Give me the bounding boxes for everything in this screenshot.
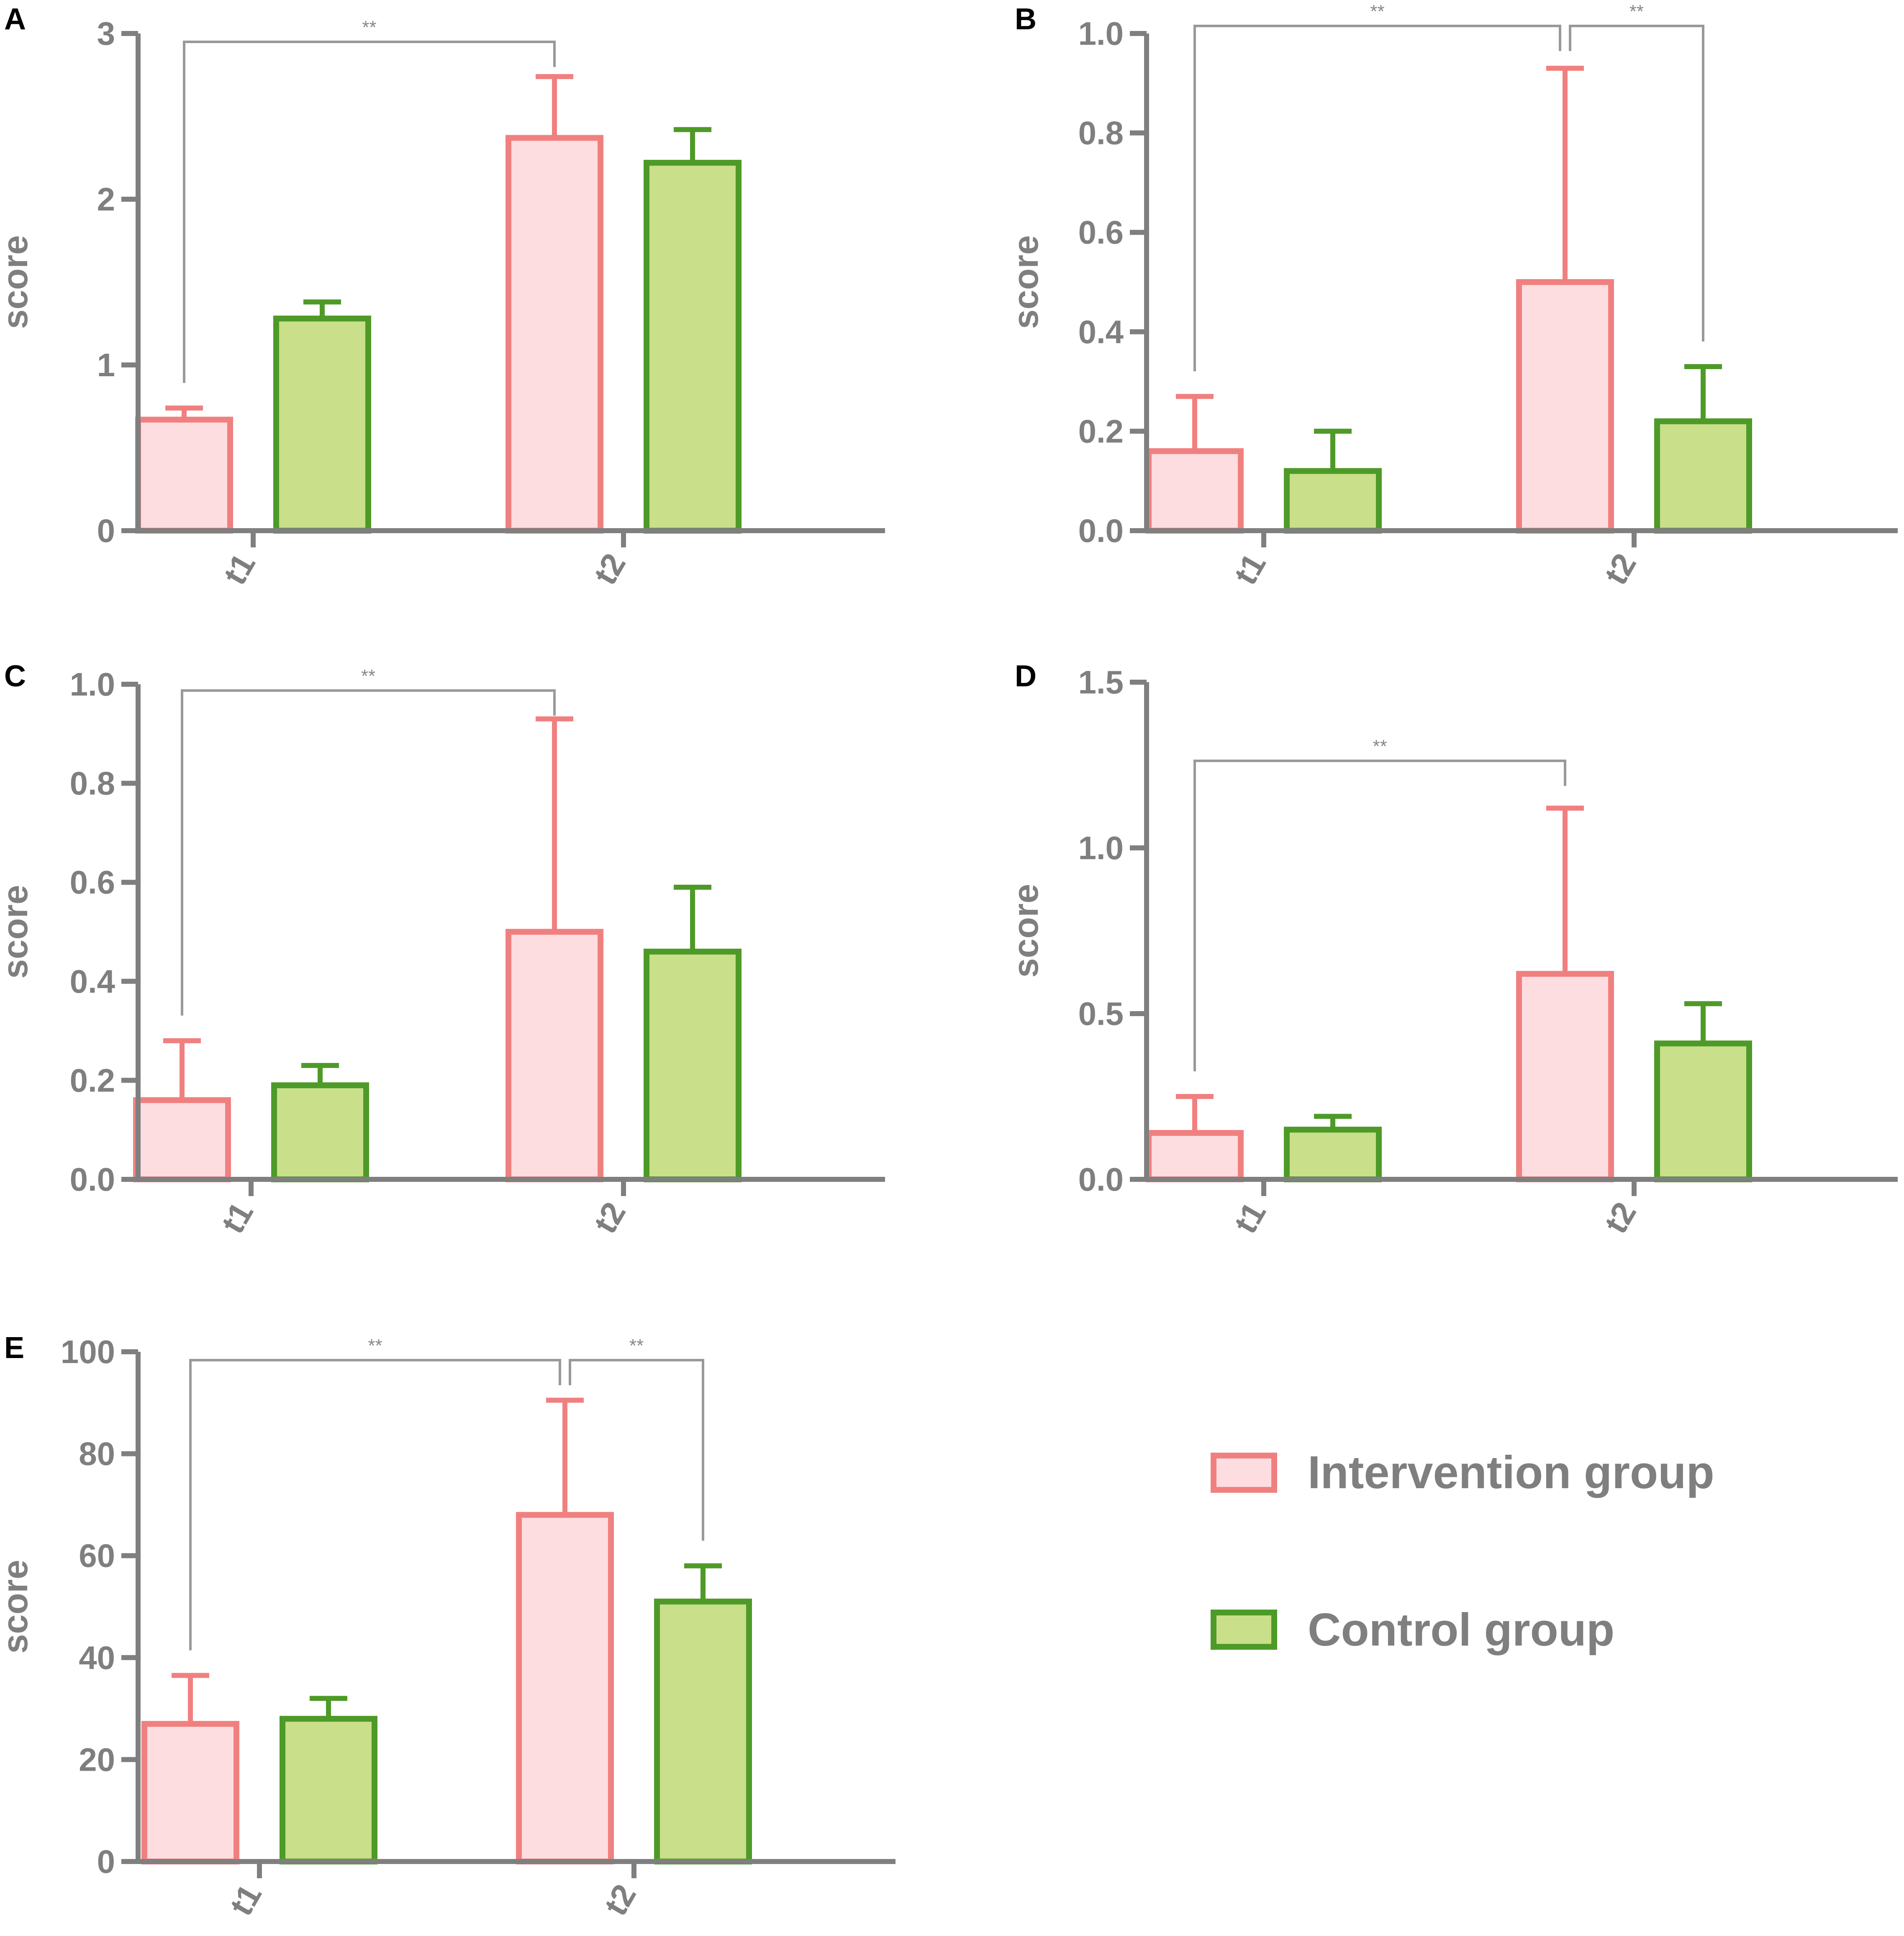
y-tick-label: 80 [79,1435,115,1472]
bar-t1-intervention [141,1721,239,1865]
y-tick-label: 100 [61,1333,115,1370]
x-tick-label: t2 [586,1196,633,1239]
y-tick-label: 40 [79,1639,115,1676]
y-tick-label: 0.8 [1078,115,1124,151]
significance-bracket [569,1359,704,1541]
y-tick-label: 0.8 [70,765,115,802]
legend-item-control: Control group [1211,1604,1614,1656]
y-axis-label: score [0,885,35,978]
x-tick-label: t2 [586,547,633,591]
x-tick-label: t1 [214,1196,260,1239]
y-tick-label: 0.2 [1078,413,1124,449]
x-tick-label: t2 [597,1878,643,1921]
y-axis-label: score [0,1560,35,1654]
legend-item-intervention: Intervention group [1211,1447,1714,1498]
y-tick-label: 0.0 [1078,1161,1124,1198]
legend-label-intervention: Intervention group [1308,1447,1714,1498]
significance-label: ** [1370,1,1384,22]
legend-label-control: Control group [1308,1604,1614,1656]
y-tick-label: 0.0 [70,1161,115,1198]
significance-bracket [181,689,556,1016]
y-axis-label: score [0,235,35,329]
y-tick-label: 3 [97,15,115,52]
bar-t1-control [271,1082,369,1182]
significance-bracket [183,41,556,383]
panel-letter: E [4,1331,24,1365]
y-tick-label: 20 [79,1741,115,1778]
legend: Intervention group Control group [1211,1447,1714,1656]
x-tick-label: t2 [1597,547,1643,591]
y-tick-label: 0.0 [1078,512,1124,549]
bar-t2-control [1654,418,1752,534]
bar-t2-intervention [1516,279,1614,534]
y-tick-label: 1.0 [1078,829,1124,866]
legend-swatch-intervention [1211,1453,1277,1493]
bar-t1-control [273,316,371,534]
significance-label: ** [368,1335,382,1356]
y-tick-label: 0.2 [70,1062,115,1099]
bar-t1-intervention [133,1097,231,1182]
y-tick-label: 1.0 [70,666,115,703]
y-tick-label: 2 [97,181,115,218]
significance-label: ** [1629,1,1644,22]
y-tick-label: 0.6 [1078,214,1124,251]
y-tick-label: 0.4 [1078,313,1124,350]
y-tick-label: 1.5 [1078,664,1124,701]
bar-t2-control [654,1598,752,1865]
x-tick-label: t1 [222,1878,269,1921]
x-tick-label: t2 [1597,1196,1643,1239]
significance-label: ** [362,17,376,38]
x-tick-label: t1 [1227,1196,1273,1239]
y-tick-label: 0.5 [1078,995,1124,1032]
significance-label: ** [629,1335,644,1356]
panel-letter: C [4,660,26,693]
significance-label: ** [1373,736,1387,757]
bar-t2-intervention [1516,971,1614,1182]
legend-swatch-control [1211,1610,1277,1650]
y-tick-label: 0.6 [70,864,115,901]
significance-bracket [189,1359,561,1651]
x-tick-label: t1 [1227,547,1273,591]
bar-t2-intervention [506,135,603,534]
bar-t1-control [280,1715,377,1864]
bar-t2-control [644,159,742,534]
y-tick-label: 1.0 [1078,15,1124,52]
panel-letter: A [4,3,26,36]
bar-t2-intervention [516,1512,614,1864]
significance-bracket [1193,25,1561,372]
y-tick-label: 60 [79,1537,115,1574]
x-tick-label: t1 [216,547,262,591]
panel-letter: D [1015,660,1037,693]
y-tick-label: 0 [97,512,115,549]
bar-t1-intervention [1146,448,1244,534]
bar-t1-control [1284,468,1382,534]
y-axis-label: score [1006,235,1045,329]
panel-letter: B [1015,3,1037,36]
y-tick-label: 0 [97,1843,115,1880]
bar-t2-control [644,948,742,1183]
y-tick-label: 1 [97,347,115,383]
y-tick-label: 0.4 [70,963,115,1000]
bar-t2-control [1654,1040,1752,1183]
bar-t1-control [1284,1127,1382,1182]
bar-t2-intervention [506,929,603,1182]
significance-bracket [1193,760,1566,1071]
bar-t1-intervention [1146,1130,1244,1183]
significance-bracket [1569,25,1704,341]
bar-t1-intervention [135,416,233,534]
y-axis-label: score [1006,884,1045,978]
significance-label: ** [361,666,375,686]
